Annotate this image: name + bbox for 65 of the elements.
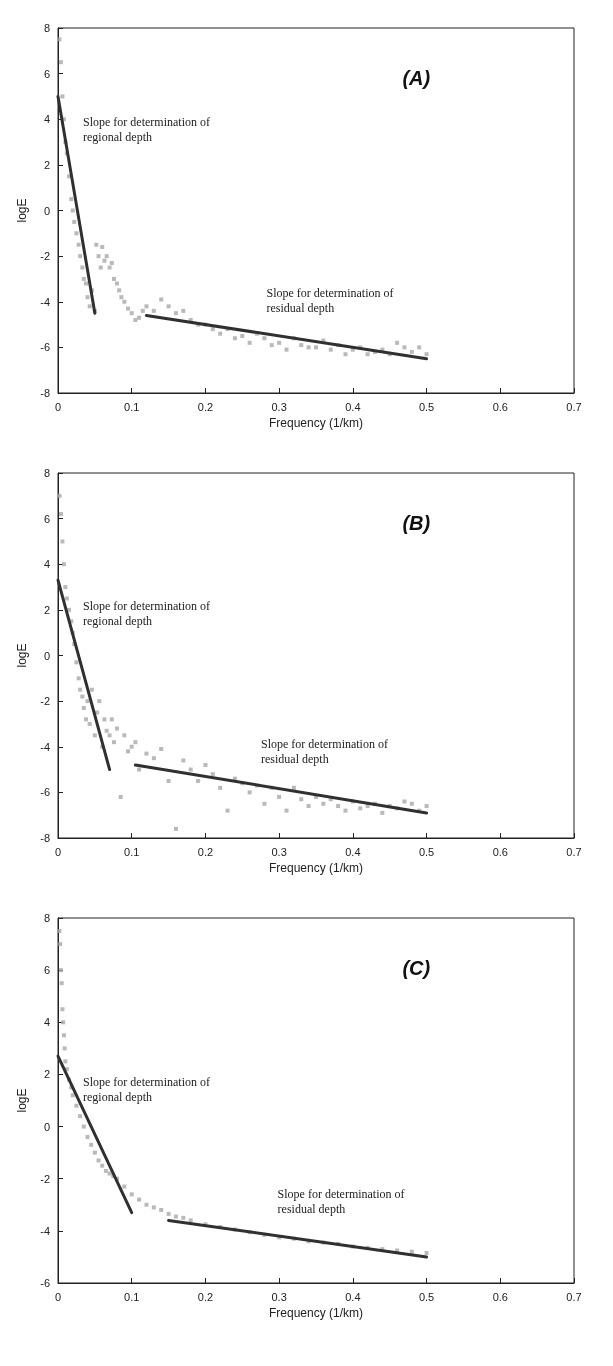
y-axis-title: logE	[15, 643, 29, 668]
y-tick-label: -6	[40, 341, 50, 354]
y-tick-label: 2	[43, 1068, 50, 1081]
x-tick-label: 0.6	[492, 400, 508, 413]
x-tick-label: 0.7	[566, 400, 582, 413]
text: (C)	[402, 957, 431, 979]
x-tick-label: 0.6	[492, 845, 508, 858]
y-tick-label: 0	[43, 649, 50, 662]
y-tick-label: 6	[43, 67, 50, 80]
y-tick-label: -8	[40, 387, 50, 399]
x-tick-label: 0.4	[345, 400, 361, 413]
x-tick-label: 0.3	[271, 400, 287, 413]
x-tick-label: 0.2	[197, 400, 214, 413]
x-axis-title: Frequency (1/km)	[268, 1306, 364, 1320]
y-tick-label: 8	[43, 467, 50, 479]
x-tick-label: 0.3	[271, 1290, 287, 1303]
y-tick-label: 0	[43, 1120, 50, 1133]
text: (B)	[402, 512, 431, 534]
y-tick-label: -6	[40, 1277, 50, 1289]
y-tick-label: 0	[43, 204, 50, 217]
x-tick-label: 0.5	[418, 1290, 435, 1303]
annotation: Slope for determination of regional depth	[83, 598, 213, 628]
y-axis-title: logE	[15, 1088, 29, 1113]
x-tick-label: 0.2	[197, 1290, 214, 1303]
y-tick-label: 4	[43, 113, 50, 126]
x-tick-label: 0.4	[345, 845, 361, 858]
y-tick-label: 4	[43, 1016, 50, 1029]
x-tick-label: 0.1	[124, 845, 140, 858]
x-tick-label: 0.5	[418, 845, 435, 858]
y-tick-label: 4	[43, 558, 50, 571]
x-tick-label: 0.1	[124, 400, 140, 413]
annotation: Slope for determination of residual depth	[266, 285, 397, 315]
annotation: Slope for determination of residual depth	[277, 1187, 408, 1217]
annotation: Slope for determination of regional depth	[83, 114, 213, 144]
y-tick-label: -4	[40, 1224, 50, 1237]
y-tick-label: 8	[43, 912, 50, 924]
x-tick-label: 0	[54, 1290, 62, 1303]
annotation: Slope for determination of regional depth	[83, 1074, 213, 1104]
y-tick-label: -6	[40, 786, 50, 799]
x-tick-label: 0.3	[271, 845, 287, 858]
x-tick-label: 0.4	[345, 1290, 361, 1303]
x-axis-title: Frequency (1/km)	[268, 861, 364, 875]
y-tick-label: 8	[43, 22, 50, 34]
x-tick-label: 0.5	[418, 400, 435, 413]
y-tick-label: -2	[40, 250, 50, 263]
y-axis-title: logE	[15, 198, 29, 223]
text: (A)	[402, 67, 431, 89]
x-tick-label: 0.1	[124, 1290, 140, 1303]
y-tick-label: 6	[43, 512, 50, 525]
y-tick-label: -4	[40, 740, 50, 753]
y-tick-label: 6	[43, 964, 50, 977]
x-tick-label: 0	[54, 400, 62, 413]
y-tick-label: -4	[40, 295, 50, 308]
y-tick-label: -8	[40, 832, 50, 844]
y-tick-label: -2	[40, 695, 50, 708]
x-tick-label: 0	[54, 845, 62, 858]
x-axis-title: Frequency (1/km)	[268, 416, 364, 430]
y-tick-label: 2	[43, 603, 50, 616]
y-tick-label: -2	[40, 1172, 50, 1185]
annotation: Slope for determination of residual depth	[260, 737, 391, 767]
y-tick-label: 2	[43, 158, 50, 171]
x-tick-label: 0.7	[566, 1290, 582, 1303]
x-tick-label: 0.6	[492, 1290, 508, 1303]
x-tick-label: 0.2	[197, 845, 214, 858]
x-tick-label: 0.7	[566, 845, 582, 858]
